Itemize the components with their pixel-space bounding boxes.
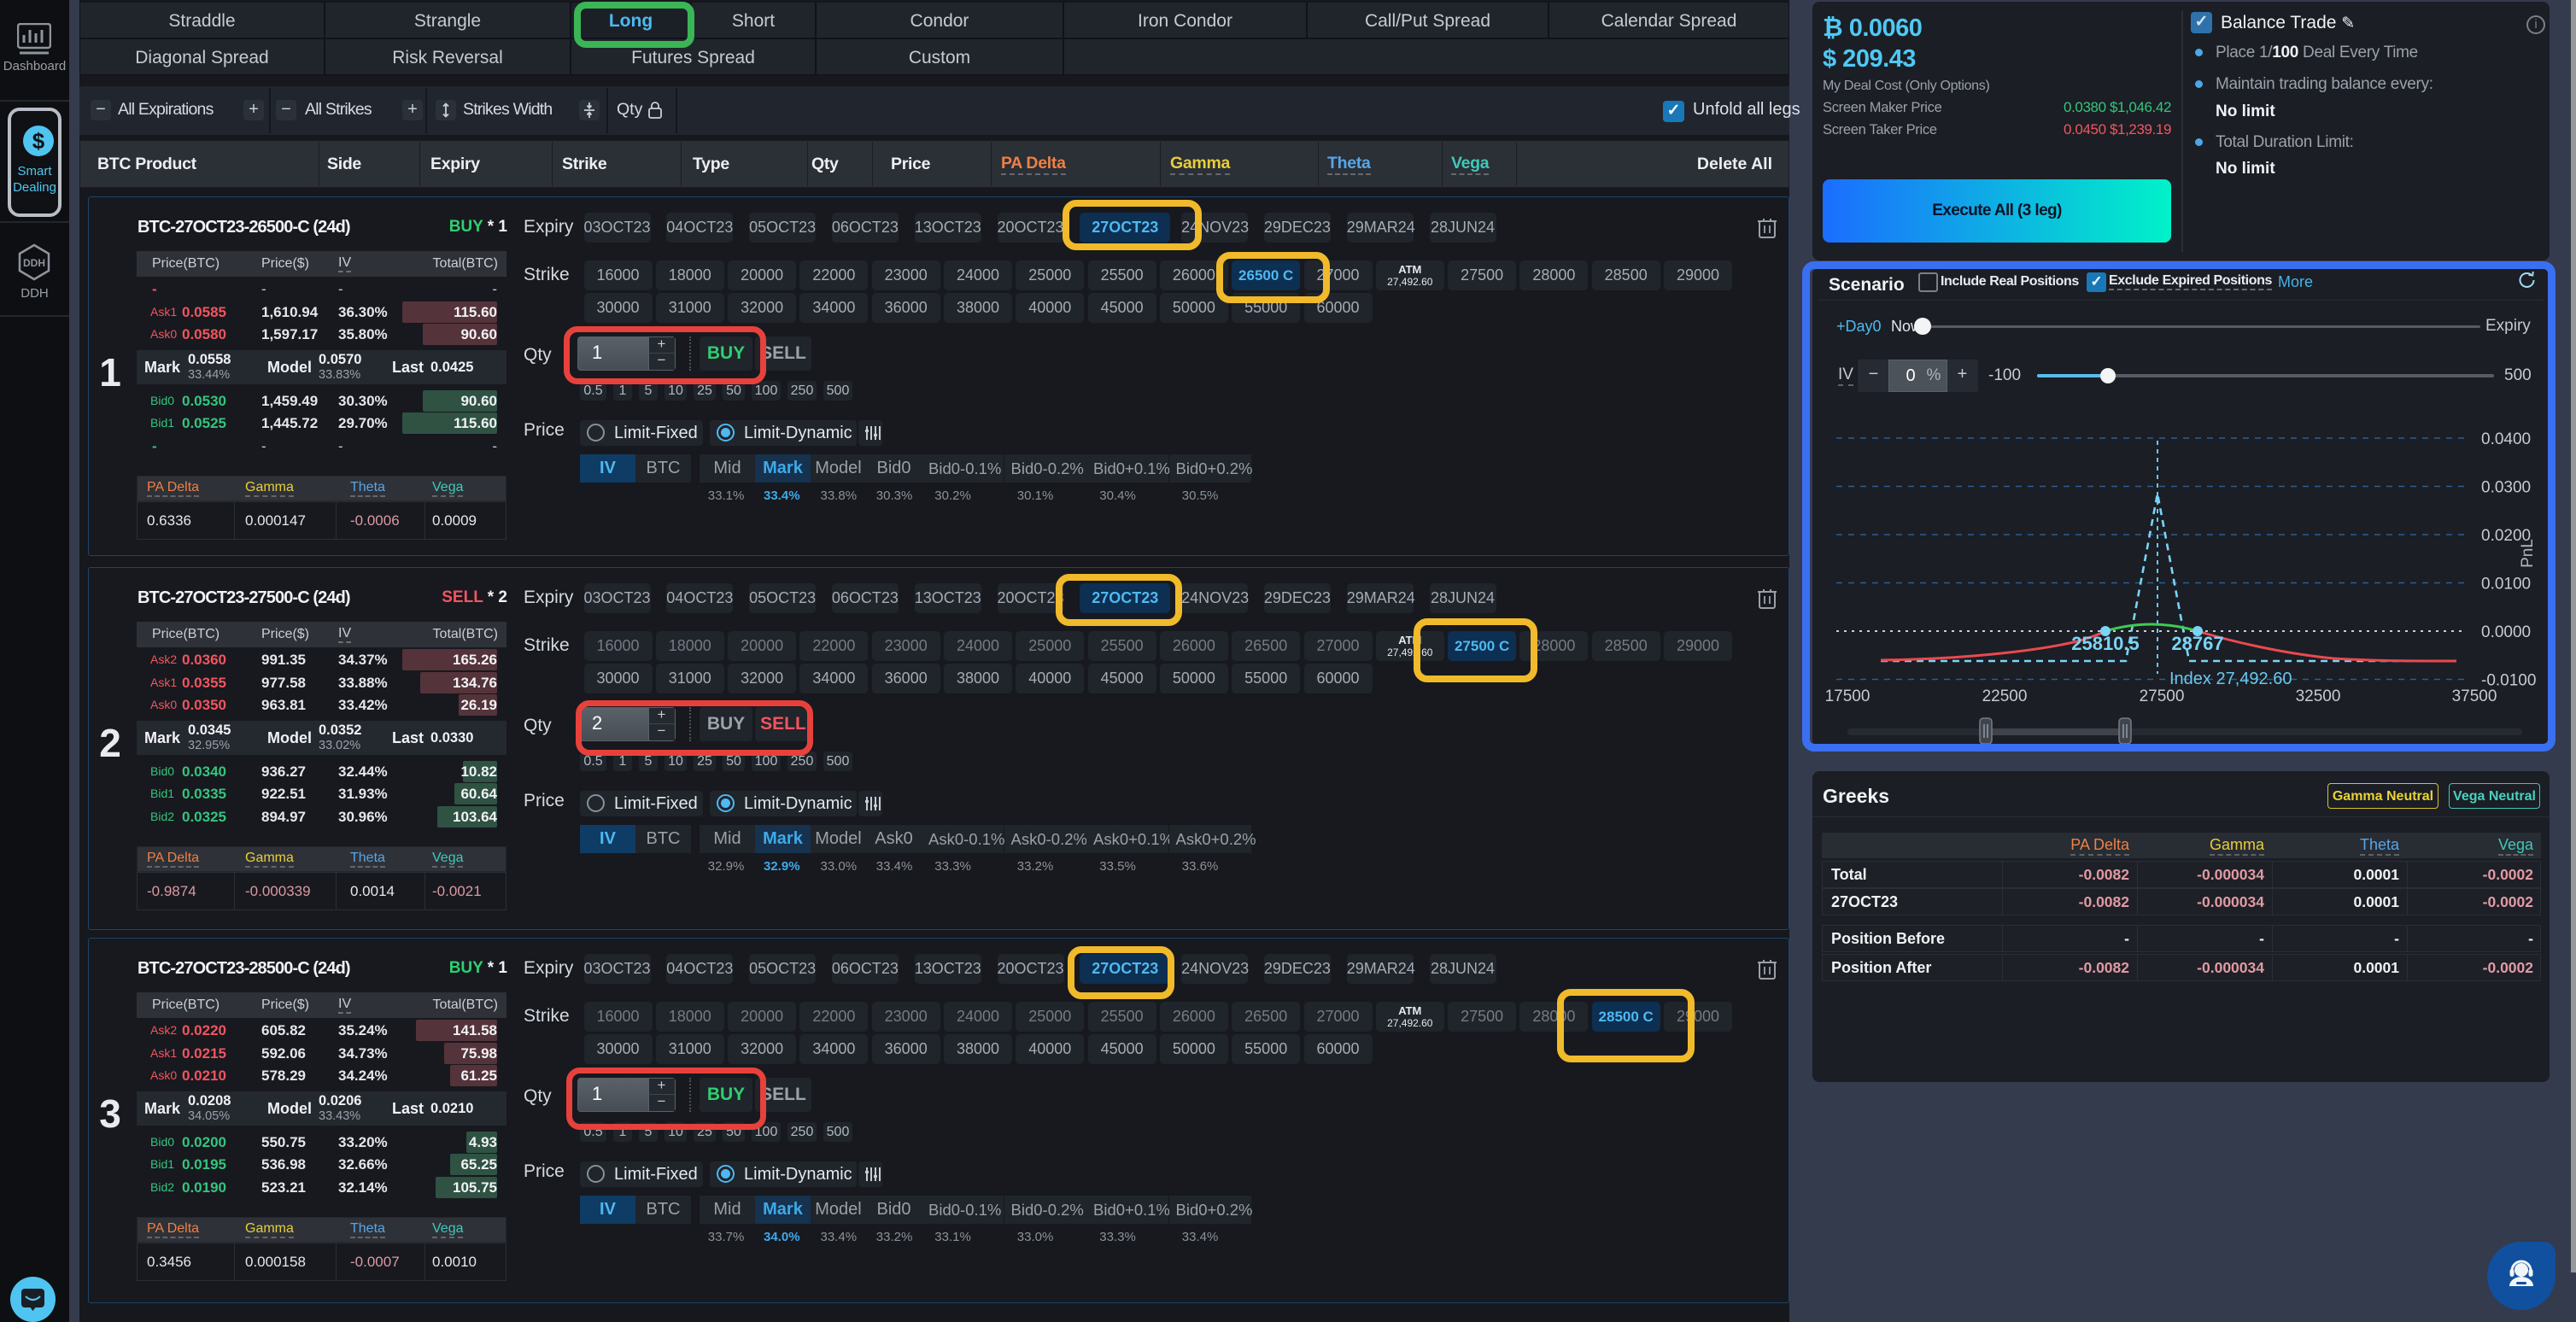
svg-text:22500: 22500 bbox=[1982, 687, 2028, 705]
svg-text:27500: 27500 bbox=[2140, 687, 2185, 705]
svg-text:37500: 37500 bbox=[2452, 687, 2497, 705]
svg-text:28767: 28767 bbox=[2171, 633, 2223, 654]
svg-text:32500: 32500 bbox=[2296, 687, 2341, 705]
svg-text:25810.5: 25810.5 bbox=[2071, 633, 2140, 654]
svg-text:0.0300: 0.0300 bbox=[2481, 479, 2531, 497]
svg-text:PnL: PnL bbox=[2519, 539, 2537, 568]
svg-text:0.0000: 0.0000 bbox=[2481, 623, 2531, 641]
svg-text:17500: 17500 bbox=[1825, 687, 1871, 705]
svg-text:-0.0100: -0.0100 bbox=[2481, 672, 2536, 690]
svg-text:Index 27,492.60: Index 27,492.60 bbox=[2169, 670, 2292, 688]
svg-text:DDH: DDH bbox=[23, 257, 45, 269]
svg-text:0.0100: 0.0100 bbox=[2481, 576, 2531, 594]
svg-text:0.0400: 0.0400 bbox=[2481, 430, 2531, 448]
svg-text:0.0200: 0.0200 bbox=[2481, 527, 2531, 545]
